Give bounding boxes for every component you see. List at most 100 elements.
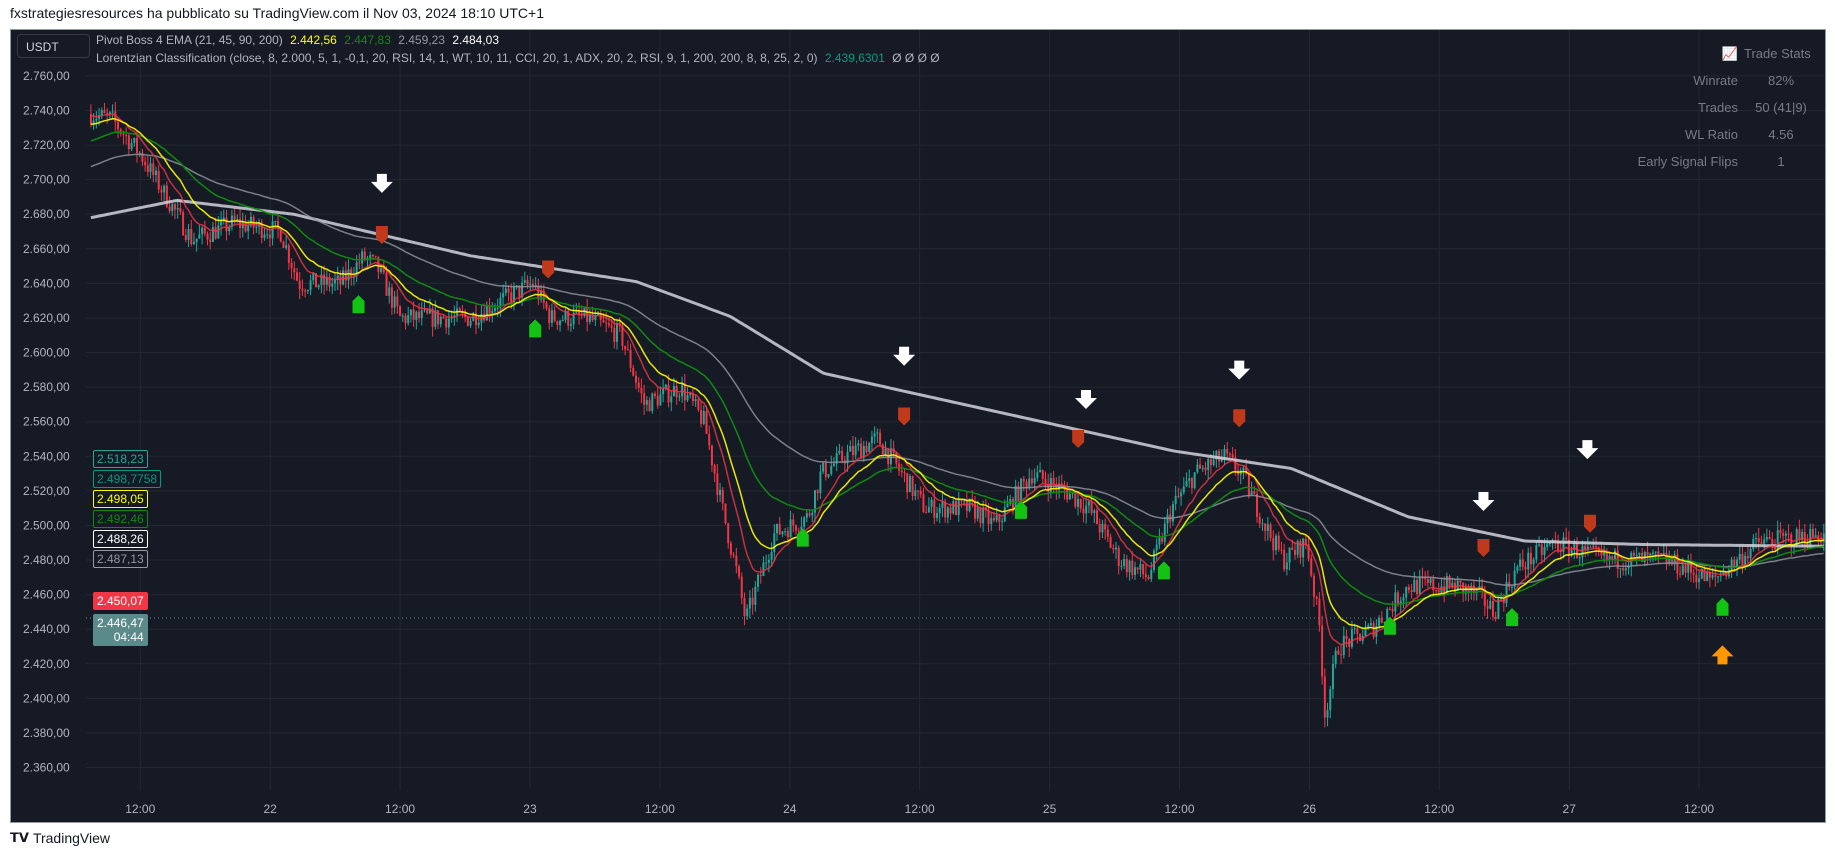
candle [458, 308, 461, 312]
candle [738, 566, 741, 577]
candle [1104, 523, 1107, 530]
sell-label-icon [375, 225, 388, 244]
price-chart[interactable]: 2.360,00 2.380,00 2.400,00 2.420,00 2.440,00… [11, 30, 1826, 823]
candle [184, 235, 187, 240]
candle [407, 315, 410, 324]
candle [678, 396, 681, 398]
y-tick-label: 2.400,00 [23, 691, 70, 705]
trade-stats-table: 📈 Trade Stats Winrate 82% Trades 50 (41|9) … [1626, 40, 1816, 175]
candle [781, 531, 784, 535]
candle [1250, 491, 1253, 496]
candle [1717, 576, 1720, 578]
candle [314, 273, 317, 288]
candle [507, 288, 510, 293]
candle [998, 515, 1001, 522]
candle [1673, 554, 1676, 565]
candle [1269, 524, 1272, 538]
candle [1432, 578, 1435, 591]
candle [624, 346, 627, 350]
candle [1285, 562, 1288, 570]
candle [1611, 556, 1614, 560]
kernel-line [90, 113, 1825, 646]
candle [1510, 587, 1513, 589]
candle [976, 507, 979, 519]
candle [217, 225, 220, 239]
y-tick-label: 2.720,00 [23, 138, 70, 152]
candle [1687, 561, 1690, 573]
candle [1627, 566, 1630, 569]
candle [111, 111, 114, 113]
candle [870, 436, 873, 443]
chart-panel[interactable]: 2.360,00 2.380,00 2.400,00 2.420,00 2.440,00… [10, 29, 1826, 823]
candle [209, 239, 212, 242]
candle [908, 476, 911, 493]
candle [995, 515, 998, 521]
candle [114, 111, 117, 122]
candle [1066, 489, 1069, 500]
symbol-label[interactable]: USDT [17, 34, 90, 58]
candle [1429, 578, 1432, 584]
candle [860, 443, 863, 458]
legend-lorentzian[interactable]: Lorentzian Classification (close, 8, 2.0… [96, 51, 940, 65]
y-tick-label: 2.360,00 [23, 761, 70, 775]
stat-label: Trades [1698, 100, 1738, 115]
candle [1177, 495, 1180, 497]
candle [778, 524, 781, 535]
candle [580, 315, 583, 317]
candle [1090, 501, 1093, 513]
candle [784, 531, 787, 533]
footer: 𝗧𝗩 TradingView [10, 830, 110, 846]
candle [363, 251, 366, 260]
candle [903, 472, 906, 474]
tradingview-logo-icon: 𝗧𝗩 [10, 830, 29, 845]
candle [1605, 551, 1608, 560]
candle [1646, 552, 1649, 556]
candle [488, 305, 491, 315]
candle [336, 275, 339, 280]
candle [794, 525, 797, 531]
stat-value: 1 [1777, 154, 1785, 169]
candle [800, 526, 803, 532]
candle [423, 309, 426, 311]
candle [1166, 514, 1169, 524]
candle [1711, 575, 1714, 578]
candle [1323, 676, 1326, 718]
candle [239, 218, 242, 228]
x-tick-label: 12:00 [1684, 802, 1714, 816]
candle [1771, 539, 1774, 546]
price-label-text: 2.450,07 [97, 594, 144, 608]
candle [323, 274, 326, 285]
candle [279, 228, 282, 242]
candle [1820, 541, 1823, 543]
candle [1491, 601, 1494, 617]
candle [439, 316, 442, 325]
legend-ema[interactable]: Pivot Boss 4 EMA (21, 45, 90, 200) 2.442… [96, 33, 499, 47]
candle [1746, 555, 1749, 559]
candle [222, 217, 225, 221]
candle [179, 207, 182, 213]
candle [1264, 523, 1267, 531]
candle [1364, 628, 1367, 637]
candle [973, 501, 976, 519]
candle [656, 395, 659, 406]
candle [1055, 484, 1058, 491]
candle [361, 251, 364, 264]
candle [1613, 550, 1616, 560]
candle [1310, 558, 1313, 576]
candle [1155, 544, 1158, 551]
candle [152, 163, 155, 176]
candle [1782, 533, 1785, 536]
candle [1302, 538, 1305, 558]
candle [466, 317, 469, 326]
candle [1022, 478, 1025, 482]
candle [713, 465, 716, 474]
candle [521, 282, 524, 298]
candle [1538, 544, 1541, 546]
candle [146, 165, 149, 172]
candle [220, 220, 223, 226]
candle [1657, 551, 1660, 555]
sell-label-icon [1477, 538, 1490, 557]
x-tick-label: 26 [1303, 802, 1317, 816]
candle [1228, 453, 1231, 455]
candle [700, 409, 703, 424]
